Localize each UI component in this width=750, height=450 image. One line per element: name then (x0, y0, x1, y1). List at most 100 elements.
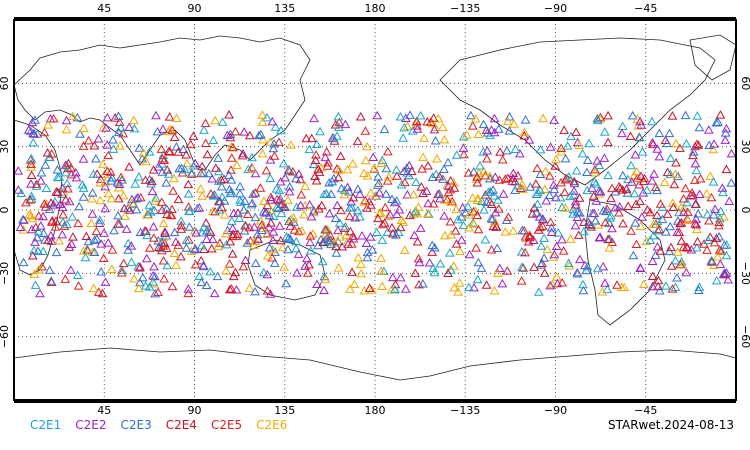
observation-triangle (169, 132, 180, 142)
observation-triangle (217, 192, 228, 201)
observation-triangle (454, 278, 465, 287)
observation-triangle (249, 240, 259, 249)
observation-triangle (479, 166, 489, 176)
observation-triangle (262, 251, 273, 260)
observation-triangle (387, 222, 397, 232)
observation-triangle (151, 110, 161, 120)
observation-triangle (150, 271, 160, 281)
observation-triangle (149, 205, 160, 215)
observation-triangle (26, 179, 36, 188)
observation-triangle (623, 201, 634, 211)
observation-triangle (463, 201, 473, 211)
observation-triangle (137, 272, 148, 282)
observation-triangle (455, 246, 465, 256)
observation-triangle (615, 183, 626, 192)
observation-triangle (105, 167, 116, 176)
observation-triangle (169, 173, 179, 183)
observation-triangle (332, 163, 342, 173)
observation-triangle (332, 131, 342, 140)
observation-triangle (721, 164, 732, 174)
observation-triangle (647, 256, 658, 265)
observation-triangle (557, 234, 567, 244)
observation-triangle (536, 241, 547, 250)
observation-triangle (100, 277, 111, 286)
observation-triangle (692, 242, 702, 252)
observation-triangle (158, 218, 169, 228)
observation-triangle (58, 209, 68, 219)
observation-triangle (449, 282, 460, 292)
observation-triangle (590, 164, 600, 174)
observation-triangle (712, 251, 723, 261)
observation-triangle (412, 236, 423, 246)
observation-triangle (694, 282, 705, 291)
observation-triangle (244, 283, 255, 292)
observation-triangle (672, 247, 683, 256)
observation-triangle (564, 172, 574, 181)
observation-triangle (572, 207, 583, 216)
observation-triangle (91, 226, 102, 236)
observation-triangle (577, 148, 588, 158)
coastline-africa (13, 119, 63, 276)
observation-triangle (87, 209, 98, 218)
observation-triangle (669, 179, 680, 189)
observation-triangle (692, 236, 703, 246)
observation-triangle (227, 223, 238, 233)
observation-triangle (490, 207, 501, 217)
observation-triangle (67, 111, 78, 121)
observation-triangle (324, 178, 335, 187)
observation-triangle (148, 233, 159, 242)
observation-triangle (240, 255, 251, 265)
observation-triangle (473, 129, 484, 139)
observation-triangle (27, 117, 38, 127)
observation-triangle (653, 281, 663, 291)
observation-triangle (106, 193, 117, 203)
observation-triangle (458, 149, 469, 159)
observation-triangle (77, 180, 88, 189)
observation-triangle (201, 218, 211, 227)
observation-triangle (461, 130, 472, 139)
observation-triangle (244, 222, 255, 232)
observation-triangle (305, 237, 315, 247)
lon-tick-label: 135 (274, 404, 295, 417)
observation-triangle (276, 208, 287, 218)
observation-triangle (75, 129, 85, 138)
observation-triangle (607, 183, 617, 193)
observation-triangle (648, 139, 658, 149)
observation-triangle (293, 249, 304, 258)
observation-triangle (342, 164, 353, 174)
observation-triangle (371, 227, 382, 237)
lon-tick-label: −45 (634, 2, 657, 15)
observation-triangle (706, 256, 717, 265)
observation-triangle (402, 168, 412, 177)
observation-triangle (443, 268, 453, 278)
observation-triangle (667, 284, 678, 293)
observation-triangle (380, 202, 391, 212)
observation-triangle (145, 207, 156, 216)
observation-triangle (579, 226, 589, 236)
observation-triangle (183, 288, 194, 298)
observation-triangle (61, 124, 72, 134)
observation-triangle (268, 235, 278, 244)
observation-triangle (385, 210, 396, 219)
observation-triangle (140, 175, 151, 184)
observation-triangle (607, 223, 617, 233)
observation-triangle (429, 267, 440, 277)
observation-triangle (670, 169, 681, 178)
observation-triangle (691, 220, 702, 229)
observation-triangle (21, 197, 31, 207)
observation-triangle (51, 216, 61, 225)
observation-triangle (590, 167, 600, 177)
observation-triangle (302, 253, 312, 263)
observation-triangle (226, 153, 237, 162)
observation-triangle (475, 160, 485, 170)
observation-triangle (481, 280, 492, 289)
observation-triangle (242, 209, 253, 218)
observation-triangle (520, 247, 530, 257)
observation-triangle (291, 236, 302, 246)
observation-triangle (63, 163, 73, 173)
observation-triangle (704, 140, 715, 150)
observation-triangle (16, 188, 27, 198)
observation-triangle (647, 281, 658, 291)
observation-triangle (113, 218, 123, 228)
observation-triangle (382, 146, 393, 156)
